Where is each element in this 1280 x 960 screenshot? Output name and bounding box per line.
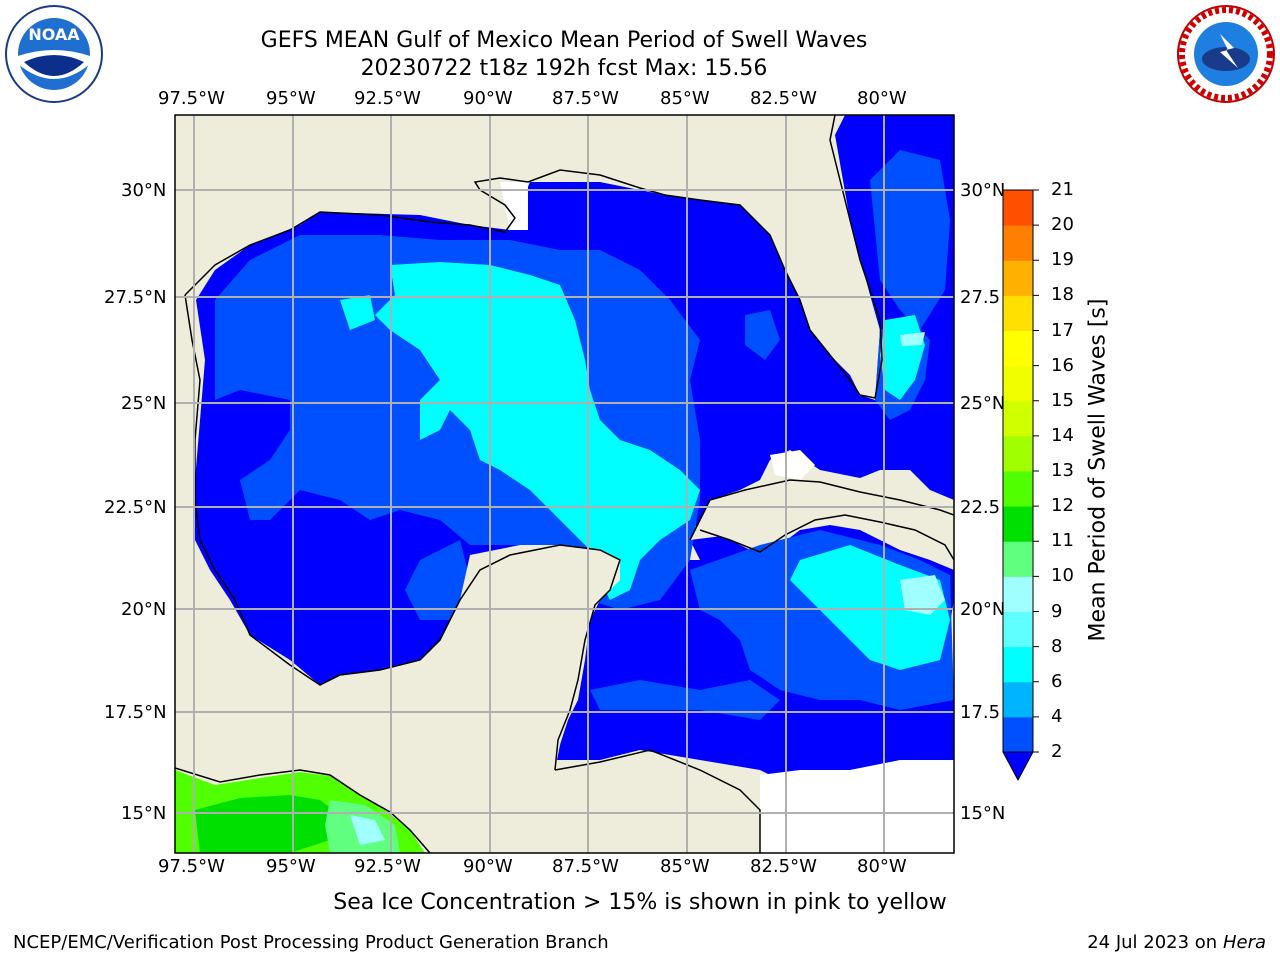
colorbar-extend-arrow <box>1002 751 1034 782</box>
colorbar-segment <box>1003 225 1033 261</box>
colorbar-tick-label: 15 <box>1051 389 1074 411</box>
lon-label-top: 92.5°W <box>354 88 421 109</box>
lon-label-top: 97.5°W <box>158 88 225 109</box>
lat-label-left: 22.5°N <box>104 497 167 518</box>
lon-label-top: 95°W <box>266 88 316 109</box>
lat-label-right: 27.5 <box>960 287 1001 308</box>
date-text: 24 Jul 2023 on Hera <box>1087 932 1266 953</box>
lat-label-left: 17.5°N <box>104 702 167 723</box>
lat-label-right: 17.5 <box>960 702 1001 723</box>
colorbar-segment <box>1003 330 1033 367</box>
lat-label-left: 25°N <box>121 393 167 414</box>
colorbar-segment <box>1003 190 1033 226</box>
lon-label-top: 80°W <box>857 88 907 109</box>
colorbar-segment <box>1003 611 1033 648</box>
colorbar-segment <box>1003 471 1033 507</box>
colorbar <box>1002 189 1039 782</box>
lat-label-left: 20°N <box>121 599 167 620</box>
lat-label-left: 30°N <box>121 180 167 201</box>
date-value: 24 Jul 2023 on <box>1087 932 1223 953</box>
lon-label-bottom: 90°W <box>463 856 513 877</box>
colorbar-tick-label: 17 <box>1051 319 1074 341</box>
machine-name: Hera <box>1222 932 1266 953</box>
colorbar-tick-label: 11 <box>1051 530 1074 552</box>
lon-label-top: 90°W <box>463 88 513 109</box>
colorbar-tick-label: 10 <box>1051 565 1074 587</box>
lat-label-right: 15°N <box>960 803 1006 824</box>
colorbar-tick-label: 18 <box>1051 284 1074 306</box>
colorbar-tick-label: 8 <box>1051 635 1063 657</box>
lon-label-bottom: 85°W <box>660 856 710 877</box>
colorbar-tick-label: 4 <box>1051 705 1063 727</box>
colorbar-tick-label: 14 <box>1051 424 1074 446</box>
colorbar-segment <box>1003 716 1033 753</box>
nws-logo <box>1176 4 1276 104</box>
colorbar-segment <box>1003 365 1033 402</box>
lon-label-bottom: 82.5°W <box>750 856 817 877</box>
lon-label-bottom: 80°W <box>857 856 907 877</box>
colorbar-tick-label: 19 <box>1051 249 1074 271</box>
colorbar-tick-label: 13 <box>1051 460 1074 481</box>
colorbar-segment <box>1003 681 1033 718</box>
credit-text: NCEP/EMC/Verification Post Processing Pr… <box>13 932 609 953</box>
contour-4s <box>375 262 700 600</box>
lat-label-right: 25°N <box>960 393 1006 414</box>
chart-subtitle: 20230722 t18z 192h fcst Max: 15.56 <box>360 56 768 81</box>
colorbar-tick-label: 2 <box>1051 741 1063 762</box>
lat-label-right: 30°N <box>960 180 1006 201</box>
svg-text:NOAA: NOAA <box>28 25 80 44</box>
lon-label-top: 87.5°W <box>552 88 619 109</box>
lat-label-right: 20°N <box>960 599 1006 620</box>
colorbar-segment <box>1003 576 1033 612</box>
lon-label-top: 82.5°W <box>750 88 817 109</box>
colorbar-tick-label: 21 <box>1051 179 1074 200</box>
colorbar-segment <box>1003 260 1033 296</box>
lat-label-left: 15°N <box>121 803 167 824</box>
lat-label-left: 27.5°N <box>104 287 167 308</box>
colorbar-segment <box>1003 295 1033 331</box>
colorbar-segment <box>1003 541 1033 577</box>
colorbar-tick-label: 20 <box>1051 214 1074 236</box>
lon-label-bottom: 97.5°W <box>158 856 225 877</box>
graticule <box>175 115 954 853</box>
colorbar-label: Mean Period of Swell Waves [s] <box>1085 298 1111 642</box>
chart-title: GEFS MEAN Gulf of Mexico Mean Period of … <box>260 28 868 53</box>
colorbar-tick-label: 9 <box>1051 600 1063 622</box>
colorbar-segment <box>1003 400 1033 437</box>
colorbar-tick-label: 16 <box>1051 354 1074 376</box>
lon-label-bottom: 92.5°W <box>354 856 421 877</box>
coastline <box>184 115 883 399</box>
colorbar-tick-label: 12 <box>1051 495 1074 517</box>
lat-label-right: 22.5 <box>960 497 1001 518</box>
lon-label-top: 85°W <box>660 88 710 109</box>
colorbar-tick-label: 6 <box>1051 670 1063 692</box>
lon-label-bottom: 95°W <box>266 856 316 877</box>
colorbar-segment <box>1003 646 1033 683</box>
noaa-logo: NOAA <box>4 4 104 104</box>
colorbar-segment <box>1003 506 1033 542</box>
colorbar-segment <box>1003 435 1033 472</box>
lon-label-bottom: 87.5°W <box>552 856 619 877</box>
map-frame <box>174 114 955 854</box>
sea-ice-note: Sea Ice Concentration > 15% is shown in … <box>333 890 947 915</box>
